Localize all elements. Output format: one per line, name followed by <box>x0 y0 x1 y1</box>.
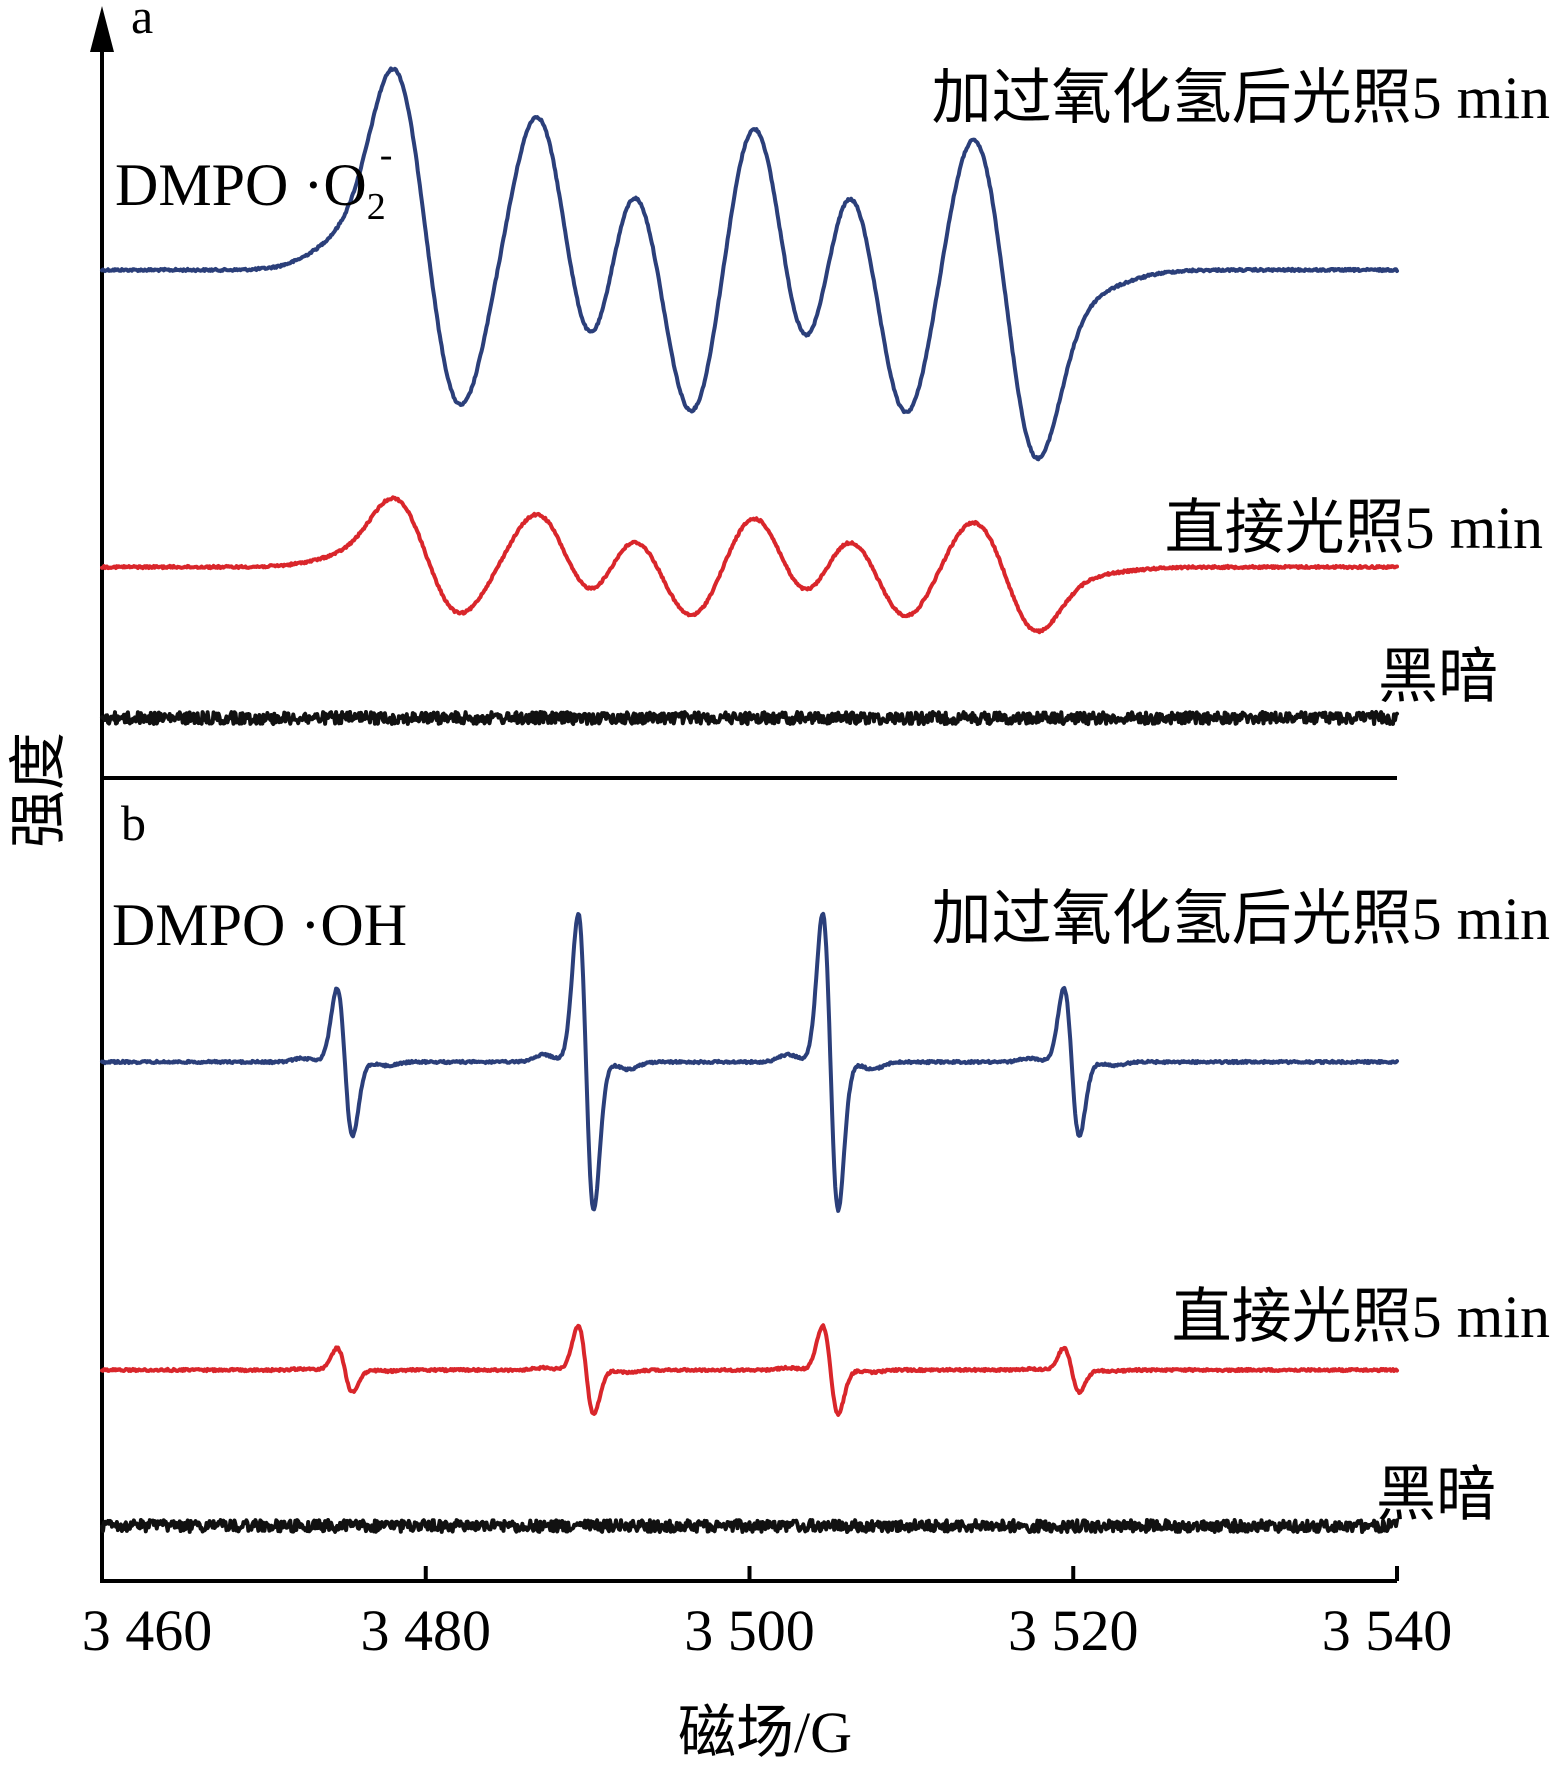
species-a-main: DMPO ·O <box>115 152 367 218</box>
trace-a-light <box>100 495 1399 635</box>
panel-b-species-label: DMPO ·OH <box>112 892 407 958</box>
label-b-dark: 黑暗 <box>1376 1462 1496 1528</box>
label-a-dark: 黑暗 <box>1378 644 1498 710</box>
panel-a-traces <box>100 66 1399 726</box>
x-tick-label: 3 480 <box>361 1598 492 1663</box>
label-a-h2o2: 加过氧化氢后光照5 min <box>932 65 1550 131</box>
x-tick-label: 3 500 <box>684 1598 815 1663</box>
trace-b-dark <box>100 1518 1399 1534</box>
panel-a-species-label: DMPO ·O2 - <box>115 134 392 228</box>
x-axis-title: 磁场/G <box>678 1700 852 1765</box>
species-a-subscript: 2 <box>367 186 386 228</box>
species-a-superscript: - <box>380 134 393 176</box>
label-a-light: 直接光照5 min <box>1165 495 1543 561</box>
label-b-light: 直接光照5 min <box>1172 1284 1550 1350</box>
axes: 3 460 3 480 3 500 3 520 3 540 <box>82 6 1453 1663</box>
y-axis-arrowhead <box>90 6 114 52</box>
panel-b-letter: b <box>121 795 146 851</box>
label-b-h2o2: 加过氧化氢后光照5 min <box>932 886 1550 952</box>
trace-b-h2o2 <box>100 911 1399 1213</box>
x-tick-label: 3 540 <box>1322 1598 1453 1663</box>
x-tick-label: 3 520 <box>1008 1598 1139 1663</box>
trace-a-h2o2 <box>100 66 1399 462</box>
panel-a-letter: a <box>131 0 153 44</box>
trace-b-light <box>100 1323 1399 1417</box>
panel-b-traces <box>100 911 1399 1534</box>
x-ticks: 3 460 3 480 3 500 3 520 3 540 <box>82 1566 1453 1663</box>
x-tick-label: 3 460 <box>82 1598 213 1663</box>
trace-a-dark <box>100 710 1399 726</box>
y-axis-title: 强度 <box>6 732 71 848</box>
